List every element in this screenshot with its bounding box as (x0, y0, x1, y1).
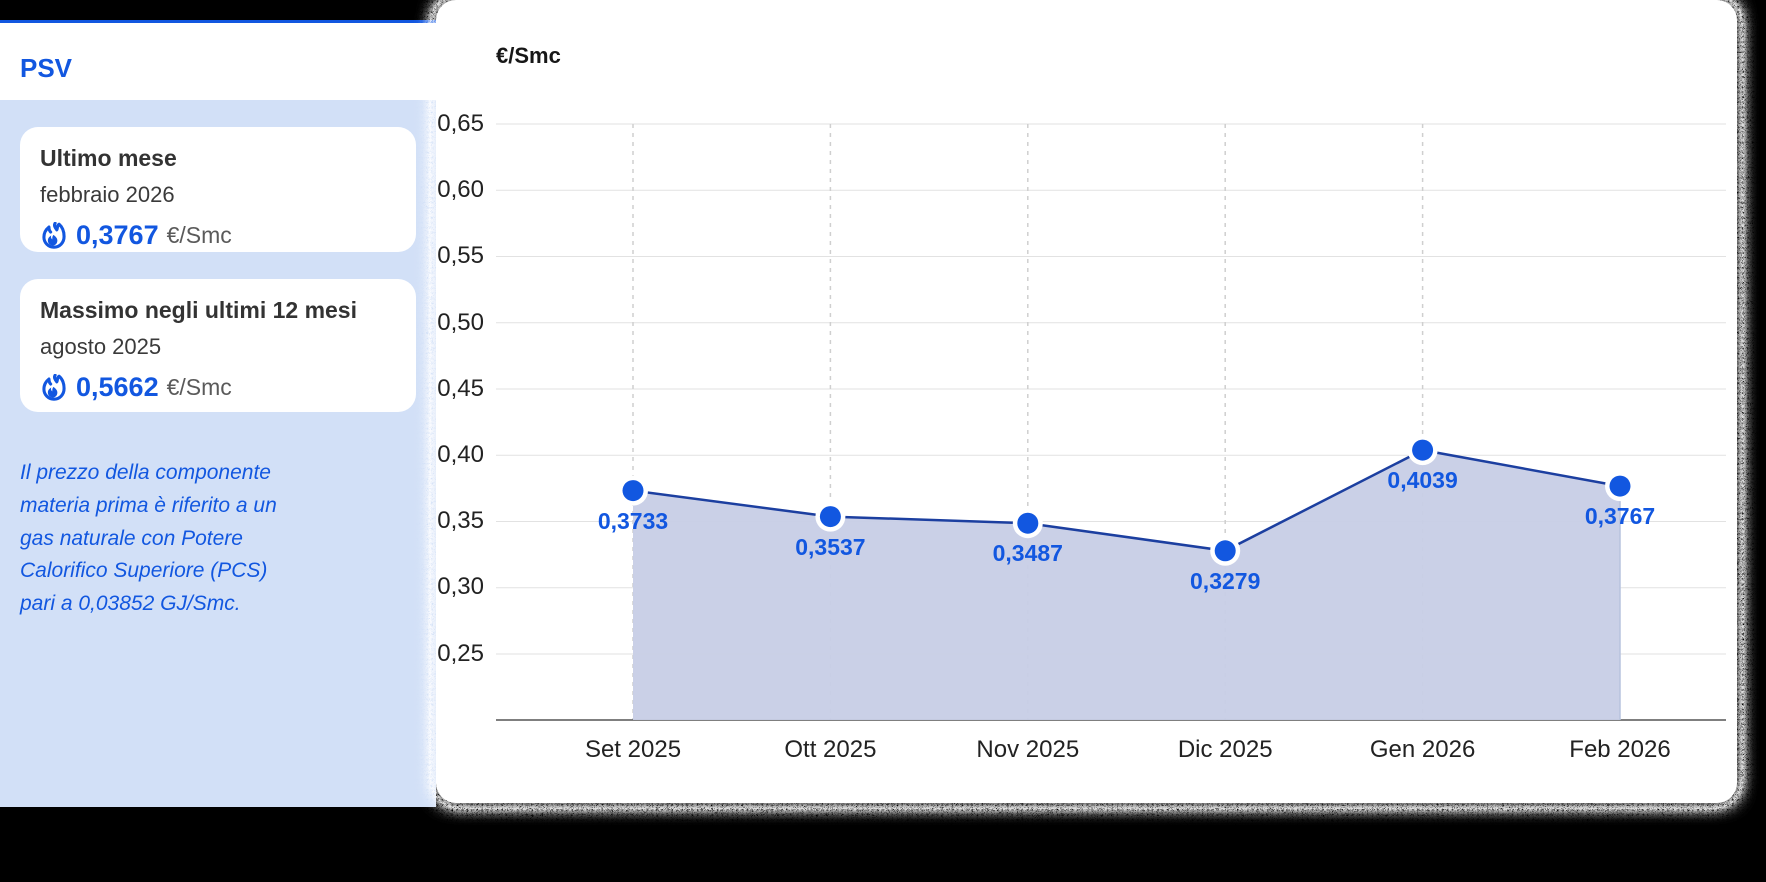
svg-text:Dic 2025: Dic 2025 (1178, 736, 1273, 763)
svg-text:0,60: 0,60 (437, 176, 484, 203)
svg-text:0,65: 0,65 (437, 110, 484, 137)
svg-text:Ott 2025: Ott 2025 (784, 736, 876, 763)
svg-text:0,45: 0,45 (437, 375, 484, 402)
svg-text:0,3537: 0,3537 (795, 534, 865, 560)
svg-text:0,35: 0,35 (437, 507, 484, 534)
svg-text:0,3279: 0,3279 (1190, 568, 1260, 594)
svg-text:0,50: 0,50 (437, 309, 484, 336)
svg-text:0,25: 0,25 (437, 640, 484, 667)
svg-text:0,3767: 0,3767 (1585, 503, 1655, 529)
svg-text:0,40: 0,40 (437, 441, 484, 468)
svg-text:Set 2025: Set 2025 (585, 736, 681, 763)
svg-text:0,3487: 0,3487 (993, 540, 1063, 566)
svg-text:Nov 2025: Nov 2025 (976, 736, 1079, 763)
svg-text:Feb 2026: Feb 2026 (1569, 736, 1670, 763)
svg-text:0,55: 0,55 (437, 242, 484, 269)
svg-text:Gen 2026: Gen 2026 (1370, 736, 1475, 763)
svg-text:0,4039: 0,4039 (1387, 467, 1457, 493)
svg-text:0,3733: 0,3733 (598, 508, 668, 534)
svg-text:0,30: 0,30 (437, 573, 484, 600)
